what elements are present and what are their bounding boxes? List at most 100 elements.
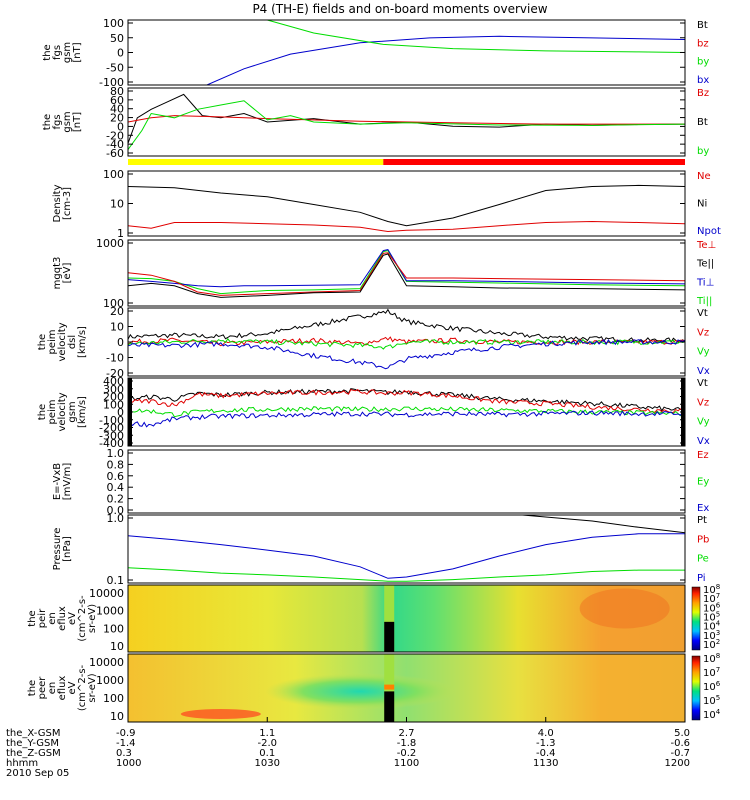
y-tick-label: 100 [103, 168, 124, 181]
y-axis-label-line: sr-eV) [87, 673, 98, 702]
x-axis-value: -1.4 [116, 738, 136, 749]
legend-entry: Vz [697, 397, 709, 408]
x-axis-date: 2010 Sep 05 [6, 768, 69, 779]
y-axis-label-line: peer [37, 676, 48, 700]
legend-entry: Vt [697, 378, 708, 389]
y-axis-label-line: mgqt3 [52, 257, 63, 290]
x-axis-value: -1.8 [397, 738, 417, 749]
spectrogram-hot-region [579, 588, 670, 629]
panel-frame [127, 514, 686, 584]
y-tick-label: 1.0 [107, 512, 125, 525]
x-axis-value: 0.3 [116, 748, 132, 759]
panel-8: 1.0 0.1 Pt Pb Pe Pi Pressure [nPa] [52, 512, 709, 587]
legend-entry: Te⊥ [696, 240, 716, 251]
y-axis-label-line: E=-VxB [52, 463, 63, 500]
y-axis-label-line: sr-eV) [87, 604, 98, 633]
series-Ti⊥-line [127, 249, 686, 288]
y-axis-label: E=-VxB [mV/m] [52, 463, 73, 501]
panel-frame [127, 239, 686, 307]
legend-entry: Bz [697, 88, 709, 99]
y-tick-label: -200 [99, 422, 124, 435]
colorbar-tick-label: 108 [703, 583, 720, 596]
x-axis-value: -1.3 [536, 738, 556, 749]
y-tick-label: 20 [110, 112, 124, 125]
x-axis-row-label: the_X-GSM [6, 728, 60, 739]
y-tick-label: -60 [106, 147, 124, 160]
y-tick-label: 1000 [96, 605, 124, 618]
y-axis-label-line: the [42, 44, 53, 60]
y-axis-label-line: gsm [67, 401, 78, 422]
y-axis-label-line: velocity [57, 322, 68, 361]
y-axis-label: Density [cm-3] [52, 184, 73, 222]
x-axis-value: -0.9 [116, 728, 136, 739]
y-tick-label: 10 [110, 640, 124, 653]
legend-entry: bx [697, 75, 709, 86]
x-axis-value: 1030 [255, 758, 280, 769]
y-tick-label: 100 [103, 398, 124, 411]
legend-entry: Vx [697, 366, 710, 377]
y-axis-label-line: the [37, 404, 48, 420]
y-axis-label-line: peim [47, 329, 58, 354]
series-Ni-line [127, 184, 686, 227]
x-axis-value: 1200 [665, 758, 690, 769]
y-tick-label: -300 [99, 429, 124, 442]
y-axis-label: the peim velocity gsm [km/s] [37, 392, 88, 431]
y-tick-label: 1 [117, 227, 124, 240]
y-tick-label: 60 [110, 94, 124, 107]
legend-entry: by [697, 57, 709, 68]
panel-4: 1000 100 Te⊥ Te|| Ti⊥ Ti|| mgqt3 [eV] [52, 237, 716, 310]
colorbar-tick-label: 106 [703, 680, 721, 693]
y-axis-label-line: [mV/m] [62, 463, 73, 501]
y-axis-label-line: [nPa] [62, 536, 73, 562]
series-bx-line [128, 35, 686, 86]
y-tick-label: 100 [103, 692, 124, 705]
panel-frame [127, 449, 686, 514]
y-axis-label-line: eflux [57, 606, 68, 631]
y-tick-label: 1000 [96, 674, 124, 687]
x-axis-value: -0.6 [670, 738, 690, 749]
x-axis-value: -0.2 [397, 748, 417, 759]
spectrogram-hot-band [180, 709, 261, 719]
y-tick-label: -100 [99, 76, 124, 89]
colorbar-tick-label: 108 [703, 652, 720, 665]
y-tick-label: 10000 [89, 587, 124, 600]
y-axis-label: the peir en eflux eV (cm^2-s-sr-eV) [27, 595, 98, 642]
legend-entry: Te|| [696, 259, 714, 270]
y-tick-label: 10 [110, 321, 124, 334]
y-tick-label: 40 [110, 103, 124, 116]
y-axis-label-line: peim [47, 399, 58, 424]
y-axis-label: Pressure [nPa] [52, 528, 73, 571]
y-tick-label: 0.0 [107, 504, 125, 517]
y-axis-label-line: fgs [52, 45, 63, 60]
legend-entry: Ez [697, 450, 709, 461]
x-axis-value: 1130 [533, 758, 558, 769]
x-axis-value: 1000 [116, 758, 141, 769]
x-axis-row-label: the_Y-GSM [6, 738, 59, 749]
x-axis-value: 4.0 [538, 728, 554, 739]
y-axis-label: the fgs gsm [nT] [42, 111, 83, 132]
data-gap [384, 621, 395, 652]
y-tick-label: -100 [99, 414, 124, 427]
x-axis-value: 0.1 [259, 748, 275, 759]
legend-entry: Vy [697, 417, 710, 428]
y-tick-label: 0.1 [107, 574, 125, 587]
y-tick-label: 80 [110, 85, 124, 98]
legend-entry: Ey [697, 477, 709, 488]
y-axis-label: the fgs gsm [nT] [42, 42, 83, 63]
y-tick-label: 10 [110, 710, 124, 723]
y-axis-label-line: [km/s] [77, 326, 88, 358]
y-tick-label: -10 [106, 352, 124, 365]
series-Bz-line [127, 115, 685, 125]
legend-entry: Pt [697, 515, 707, 526]
y-tick-label: -400 [99, 437, 124, 450]
legend-entry: by [697, 146, 709, 157]
colorbar-tick-label: 107 [703, 666, 720, 679]
y-tick-label: -40 [106, 138, 124, 151]
legend-entry: Ex [697, 503, 709, 514]
panel-3: 100 10 1 Ne Ni Npot Density [cm-3] [52, 168, 721, 240]
colorbar-tick-label: 102 [703, 638, 720, 651]
y-axis-label-line: [nT] [72, 42, 83, 62]
colorbar [691, 586, 701, 651]
